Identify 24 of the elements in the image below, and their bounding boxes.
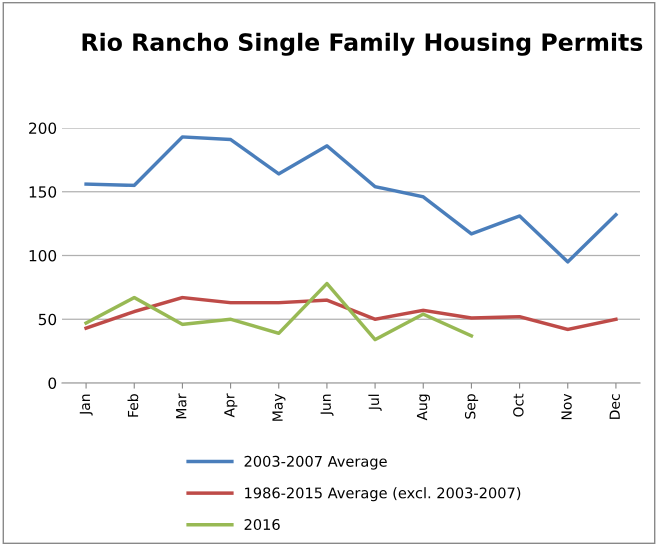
y-tick-label: 150: [30, 186, 56, 198]
x-tick-label: Sep: [464, 394, 478, 419]
x-tick-label: Apr: [224, 393, 238, 418]
chart-title: Rio Rancho Single Family Housing Permits: [82, 32, 642, 56]
y-tick-label: 0: [48, 377, 56, 390]
x-tick-label: Feb: [128, 394, 138, 417]
y-tick-label: 200: [29, 122, 56, 134]
line-series: [84, 135, 618, 264]
x-tick-label: Aug: [416, 394, 430, 420]
x-tick-label: Jan: [80, 394, 93, 416]
x-tick-label: May: [272, 394, 286, 421]
line-series: [84, 282, 474, 342]
x-tick-label: Jun: [320, 394, 334, 416]
legend-label: 2003-2007 Average: [244, 456, 387, 470]
y-tick-label: 50: [38, 314, 56, 326]
legend-label: 2016: [244, 519, 280, 530]
x-tick-label: Mar: [176, 393, 186, 418]
x-tick-label: Jul: [368, 394, 382, 411]
legend-label: 1986-2015 Average (excl. 2003-2007): [245, 487, 520, 502]
line-series: [84, 296, 618, 332]
x-tick-label: Nov: [561, 394, 572, 420]
x-tick-label: Dec: [610, 394, 620, 419]
y-tick-label: 100: [30, 250, 56, 262]
x-tick-label: Oct: [513, 394, 524, 417]
